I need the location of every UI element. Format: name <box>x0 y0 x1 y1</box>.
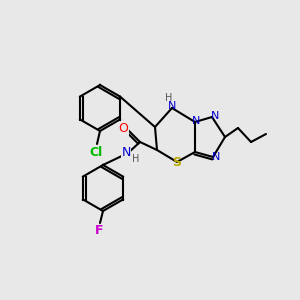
Text: O: O <box>118 122 128 136</box>
Text: N: N <box>212 152 220 162</box>
Text: S: S <box>172 157 182 169</box>
Text: F: F <box>95 224 103 238</box>
Text: H: H <box>165 93 173 103</box>
Text: N: N <box>211 111 219 121</box>
Text: Cl: Cl <box>89 146 103 158</box>
Text: H: H <box>132 154 140 164</box>
Text: N: N <box>168 101 176 111</box>
Text: N: N <box>121 146 131 160</box>
Text: N: N <box>192 116 200 126</box>
